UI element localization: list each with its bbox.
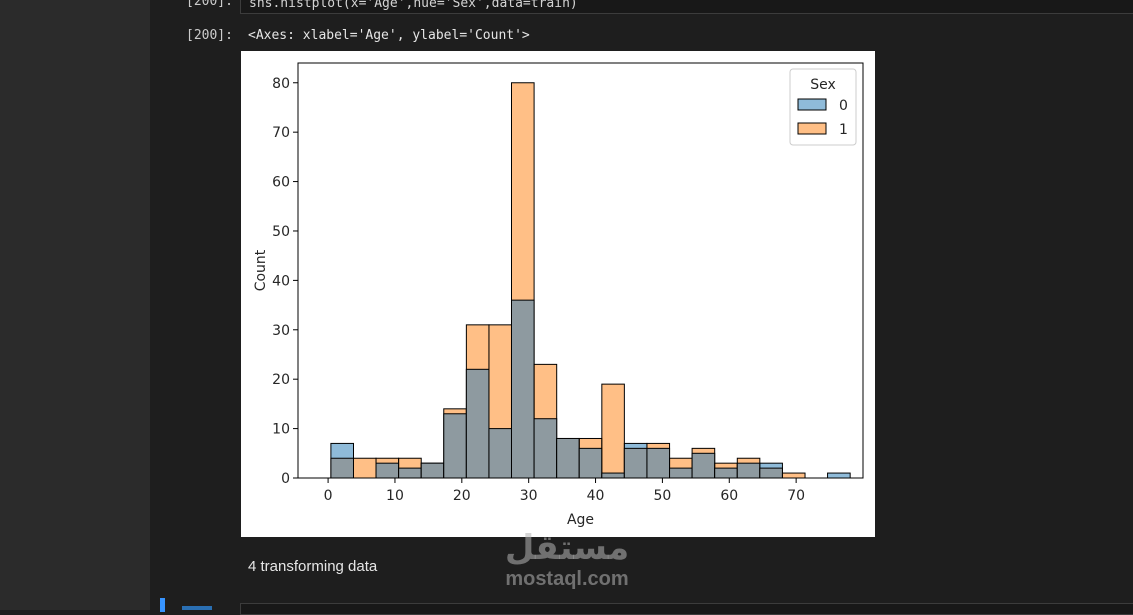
histogram-bar-overlap [623, 447, 648, 479]
x-tick-label: 40 [587, 488, 605, 504]
x-axis-label: Age [567, 512, 594, 528]
watermark-logo: مستقل mostaql.com [492, 528, 642, 590]
output-prompt: [200]: [186, 28, 233, 43]
x-tick-label: 20 [453, 488, 471, 504]
histogram-bar-overlap [465, 368, 490, 479]
histogram-bar-series-1 [601, 383, 625, 479]
histogram-bar-overlap [330, 457, 354, 479]
active-cell-marker [160, 598, 165, 612]
x-tick-label: 10 [386, 488, 404, 504]
y-tick-label: 50 [272, 224, 290, 240]
legend-title: Sex [810, 77, 836, 93]
x-tick-label: 50 [653, 488, 671, 504]
histogram-bar-overlap [646, 447, 671, 479]
histogram-bar-overlap [601, 472, 625, 479]
histogram-bar-overlap [443, 413, 467, 479]
histogram-bar-overlap [488, 428, 512, 479]
histogram-chart: 0 10 20 30 40 50 60 70 80 0 10 20 30 40 50 60 70 Age Count… [241, 51, 875, 537]
y-tick-label: 70 [272, 125, 290, 141]
histogram-bar-series-0 [827, 472, 851, 479]
y-tick-label: 0 [281, 471, 290, 487]
histogram-bar-series-1 [781, 472, 806, 479]
histogram-bar-overlap [669, 467, 693, 479]
histogram-bar-overlap [691, 452, 716, 479]
histogram-bar-overlap [578, 447, 603, 479]
watermark-url: mostaql.com [505, 568, 629, 590]
histogram-bar-overlap [375, 462, 400, 479]
histogram-bar-overlap [556, 437, 580, 479]
x-tick-label: 70 [787, 488, 805, 504]
left-gutter [0, 0, 150, 610]
y-tick-label: 30 [272, 323, 290, 339]
watermark-arabic: مستقل [504, 528, 630, 568]
legend-swatch-0 [797, 98, 827, 111]
y-tick-label: 10 [272, 422, 290, 438]
histogram-bar-overlap [714, 467, 738, 479]
legend-swatch-1 [797, 122, 827, 135]
plot-frame [297, 62, 864, 479]
histogram-bar-overlap [398, 467, 422, 479]
histogram-bar-overlap [533, 418, 558, 479]
y-tick-label: 20 [272, 372, 290, 388]
cell-execution-count: [200]: [186, 0, 233, 9]
cell-run-indicator [182, 606, 212, 610]
y-tick-label: 40 [272, 273, 290, 289]
legend-label-0: 0 [839, 98, 848, 114]
histogram-bar-overlap [736, 462, 761, 479]
x-tick-label: 30 [520, 488, 538, 504]
histogram-bar-overlap [420, 462, 445, 479]
next-code-cell[interactable] [240, 603, 1133, 615]
histogram-bar-overlap [759, 467, 783, 479]
x-tick-label: 0 [324, 488, 333, 504]
markdown-heading: 4 transforming data [248, 558, 378, 575]
histogram-bar-overlap [510, 299, 535, 479]
output-text: <Axes: xlabel='Age', ylabel='Count'> [248, 28, 530, 43]
x-tick-label: 60 [720, 488, 738, 504]
y-axis-label: Count [253, 249, 269, 291]
histogram-bar-series-1 [352, 457, 377, 479]
y-tick-label: 80 [272, 76, 290, 92]
y-tick-label: 60 [272, 175, 290, 191]
code-cell[interactable]: sns.histplot(x='Age',hue='Sex',data=trai… [240, 0, 1133, 14]
legend-label-1: 1 [839, 122, 848, 138]
